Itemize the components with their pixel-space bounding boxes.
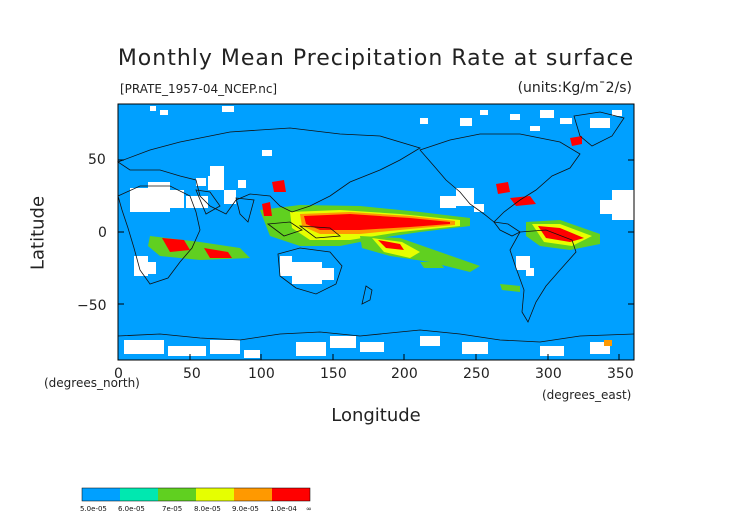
y-tick-label: −50	[77, 298, 107, 314]
legend-swatch-3	[158, 488, 196, 501]
legend-swatch-6	[272, 488, 310, 501]
precip-band-red	[272, 180, 286, 192]
precip-band-red	[538, 226, 584, 242]
legend-label: 9.0e-05	[232, 505, 259, 513]
legend-colorbar	[81, 487, 311, 502]
map-plot-area	[117, 103, 635, 361]
legend-label: 1.0e-04	[270, 505, 297, 513]
units-label: (units:Kg/m¯2/s)	[517, 80, 632, 96]
precip-band-red	[204, 248, 232, 258]
legend-label: 7e-05	[162, 505, 183, 513]
map-title: Monthly Mean Precipitation Rate at surfa…	[117, 46, 635, 71]
precip-band-red	[162, 238, 190, 252]
coastlines	[117, 111, 635, 343]
precip-band-red	[496, 182, 510, 194]
missing-data-regions	[124, 106, 634, 358]
precip-band-orange	[604, 340, 612, 346]
x-tick-label: 100	[248, 366, 275, 382]
precip-band-red	[378, 240, 404, 250]
precipitation-bands	[148, 136, 612, 346]
precip-band-green	[500, 284, 520, 292]
precip-band-red	[570, 136, 582, 146]
x-axis-label: Longitude	[331, 405, 421, 426]
legend-label: 6.0e-05	[118, 505, 145, 513]
x-tick-label: 200	[391, 366, 418, 382]
x-tick-label: 150	[320, 366, 347, 382]
x-tick-label: 0	[114, 366, 123, 382]
legend-label: ∞	[306, 505, 312, 513]
legend-swatch-1	[82, 488, 120, 501]
x-tick-label: 250	[463, 366, 490, 382]
x-tick-label: 300	[535, 366, 562, 382]
x-tick-label: 50	[183, 366, 201, 382]
x-axis-unit: (degrees_east)	[542, 388, 632, 402]
legend-swatch-2	[120, 488, 158, 501]
legend-swatch-4	[196, 488, 234, 501]
precip-band-red	[262, 202, 272, 216]
legend-label: 5.0e-05	[80, 505, 107, 513]
axis-ticks	[117, 159, 634, 360]
y-tick-label: 0	[98, 225, 107, 241]
precip-band-red	[510, 196, 536, 206]
legend-swatch-5	[234, 488, 272, 501]
precip-band-red	[304, 214, 450, 230]
legend-label: 8.0e-05	[194, 505, 221, 513]
x-tick-label: 350	[607, 366, 634, 382]
y-tick-label: 50	[88, 152, 106, 168]
file-label: [PRATE_1957-04_NCEP.nc]	[120, 82, 278, 96]
y-axis-unit: (degrees_north)	[44, 376, 140, 390]
precip-band-green	[420, 262, 444, 268]
